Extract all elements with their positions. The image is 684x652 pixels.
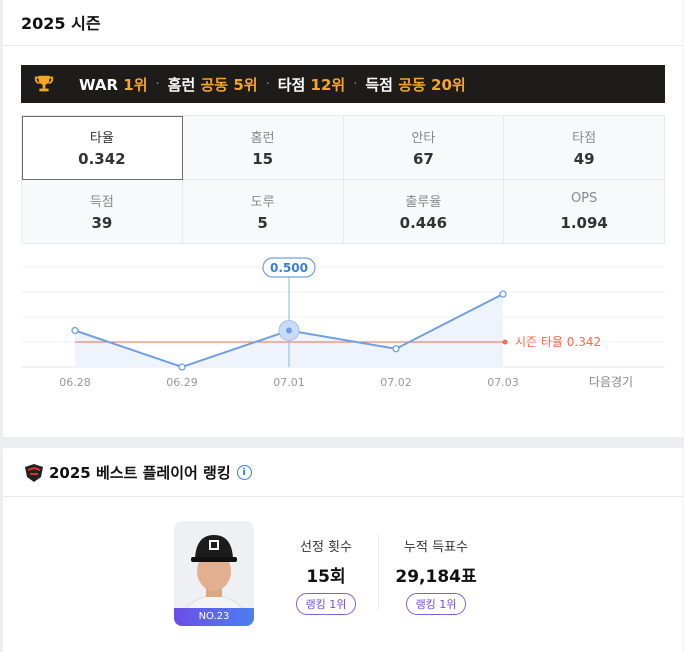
rank-separator: · <box>353 76 358 92</box>
x-tick-label: 06.28 <box>59 376 91 389</box>
metric-divider <box>378 534 379 610</box>
data-point <box>392 345 400 353</box>
highlight-value-label: 0.500 <box>270 261 308 275</box>
x-tick-label: 07.01 <box>273 376 305 389</box>
stat-label: 타점 <box>572 131 597 146</box>
rank-homerun: 홈런 공동 5위 <box>167 75 258 94</box>
data-point <box>286 327 292 334</box>
stat-homerun[interactable]: 홈런 15 <box>182 116 344 180</box>
x-tick-label: 07.03 <box>487 376 519 389</box>
x-tick-label: 06.29 <box>166 376 198 389</box>
trophy-icon <box>34 75 54 92</box>
stat-label: 타율 <box>89 131 114 146</box>
metric-value: 29,184표 <box>395 567 477 587</box>
team-logo-icon <box>25 463 43 482</box>
stat-steals[interactable]: 도루 5 <box>182 180 344 244</box>
rank-badge[interactable]: 랭킹 1위 <box>295 593 357 615</box>
stat-value: 0.342 <box>78 150 126 168</box>
stat-label: 도루 <box>250 195 275 210</box>
rank-runs: 득점 공동 20위 <box>365 75 466 94</box>
season-card: 2025 시즌 WAR 1위 · 홈런 공동 5위 · 타점 12위 · 득점 … <box>3 0 683 437</box>
stat-value: 0.446 <box>399 214 448 232</box>
stat-obp[interactable]: 출루율 0.446 <box>343 180 505 244</box>
info-icon[interactable]: i <box>236 465 252 480</box>
batting-average-chart: 시즌 타율 0.342 0.500 06.28 06.29 07.01 07.02 07.0… <box>21 257 665 389</box>
rank-separator: · <box>155 76 160 92</box>
stat-runs[interactable]: 득점 39 <box>22 180 183 244</box>
stat-value: 15 <box>252 150 274 168</box>
highlight-bubble <box>262 257 316 278</box>
season-average-label: 시즌 타율 0.342 <box>515 335 601 349</box>
rank-bar: WAR 1위 · 홈런 공동 5위 · 타점 12위 · 득점 공동 20위 <box>21 65 665 103</box>
rank-war: WAR 1위 <box>79 75 148 94</box>
ranking-card: 2025 베스트 플레이어 랭킹 i NO.23 선정 횟수 15회 랭킹 1위… <box>3 448 683 652</box>
metric-label: 누적 득표수 <box>404 540 468 555</box>
metric-selection-count: 선정 횟수 15회 랭킹 1위 <box>286 536 366 615</box>
metric-total-votes: 누적 득표수 29,184표 랭킹 1위 <box>391 536 481 615</box>
data-point <box>71 326 79 335</box>
divider <box>3 45 683 46</box>
rank-separator: · <box>265 76 270 92</box>
rank-rbi: 타점 12위 <box>277 75 346 94</box>
player-card[interactable]: NO.23 <box>174 521 254 626</box>
rank-badge[interactable]: 랭킹 1위 <box>405 593 467 615</box>
stat-value: 67 <box>412 150 434 168</box>
metric-value: 15회 <box>306 567 346 587</box>
stat-label: 홈런 <box>250 131 275 146</box>
stat-label: 득점 <box>89 195 114 210</box>
stat-value: 49 <box>573 150 595 168</box>
stat-label: OPS <box>570 191 598 206</box>
data-point <box>499 290 507 298</box>
divider <box>3 496 683 497</box>
player-number: NO.23 <box>174 608 254 626</box>
next-game-label: 다음경기 <box>589 375 633 389</box>
metric-label: 선정 횟수 <box>300 540 352 555</box>
stat-label: 출루율 <box>405 195 442 210</box>
season-average-dot <box>502 339 508 345</box>
stat-label: 안타 <box>411 131 436 146</box>
stat-value: 5 <box>257 214 268 232</box>
data-point <box>178 363 186 371</box>
stat-hits[interactable]: 안타 67 <box>343 116 505 180</box>
season-title: 2025 시즌 <box>21 14 101 33</box>
stat-value: 39 <box>91 214 113 232</box>
stat-rbi[interactable]: 타점 49 <box>504 116 665 180</box>
x-tick-label: 07.02 <box>380 376 412 389</box>
stat-ops[interactable]: OPS 1.094 <box>504 180 665 244</box>
stats-grid: 타율 0.342 홈런 15 안타 67 타점 49 득점 39 도루 5 출루… <box>21 115 665 244</box>
ranking-title-row: 2025 베스트 플레이어 랭킹 i <box>23 462 252 483</box>
stat-value: 1.094 <box>560 214 608 232</box>
ranking-title: 2025 베스트 플레이어 랭킹 <box>49 464 231 482</box>
stat-avg[interactable]: 타율 0.342 <box>22 116 183 180</box>
